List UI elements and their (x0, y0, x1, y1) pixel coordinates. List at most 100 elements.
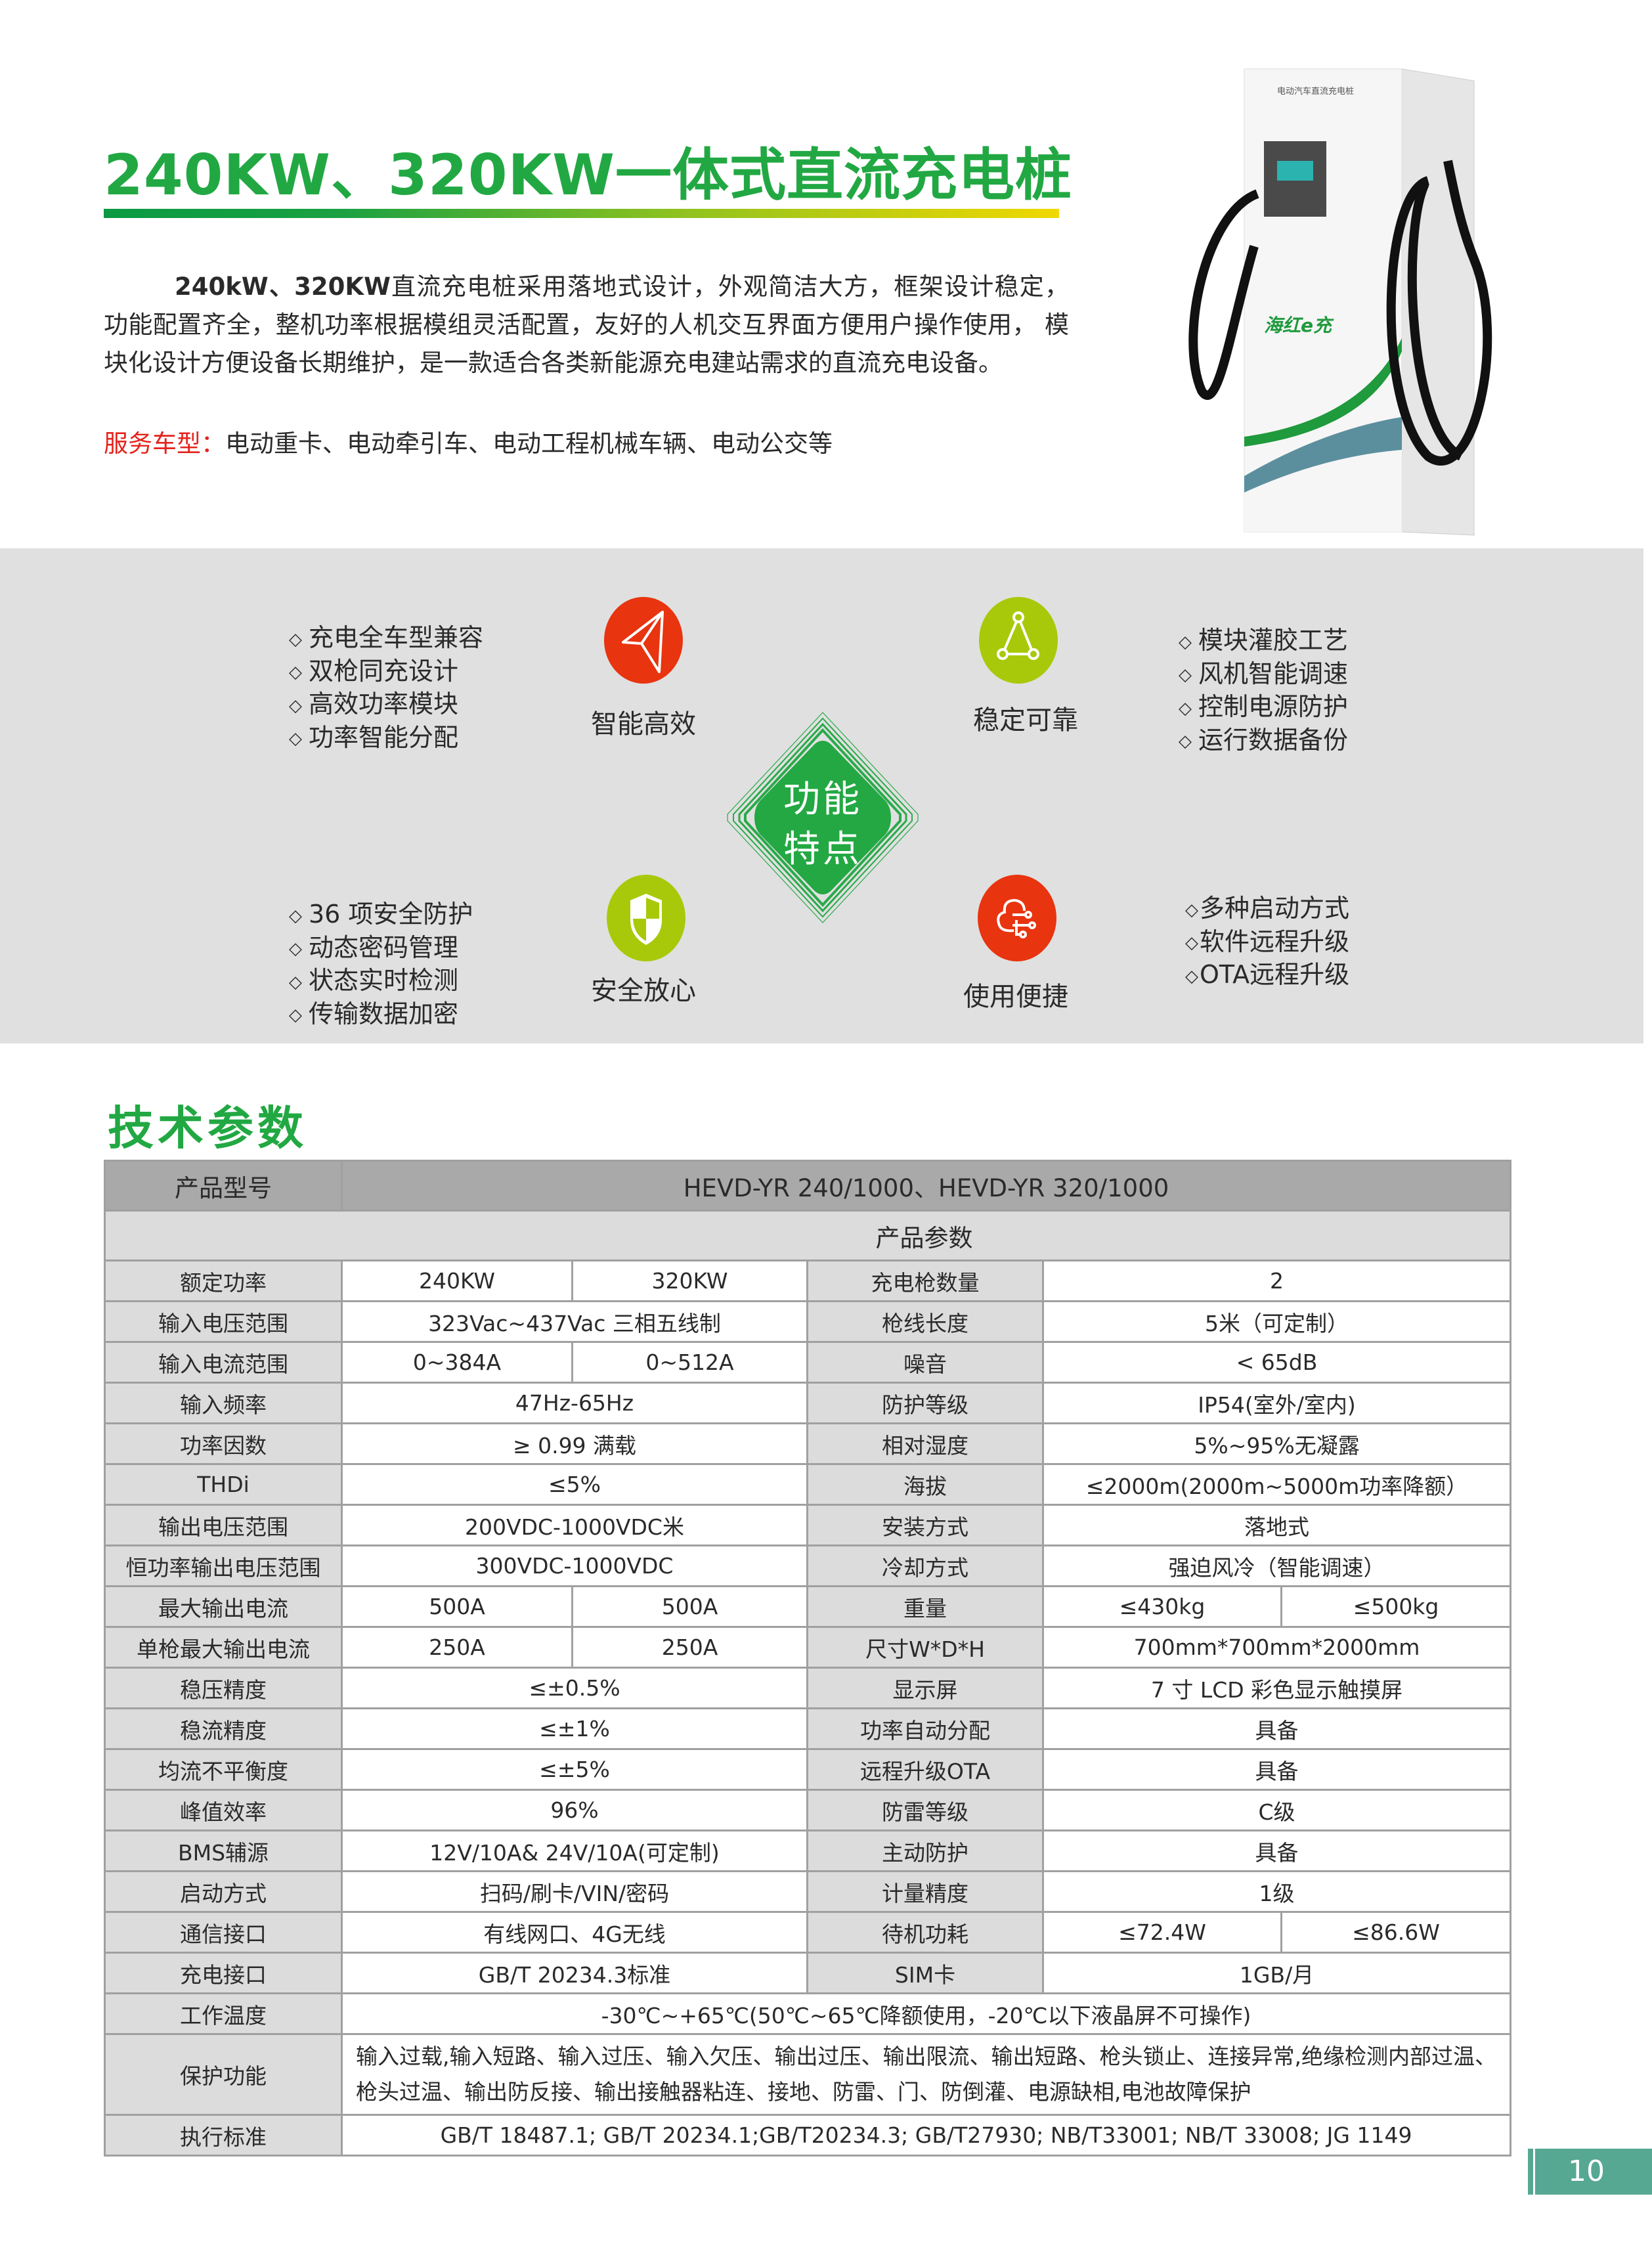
feature-item: 运行数据备份 (1198, 725, 1349, 755)
spec-value: 具备 (1041, 1830, 1512, 1872)
spec-row: 稳压精度 ≤±0.5% 显示屏 7 寸 LCD 彩色显示触摸屏 (104, 1667, 1512, 1709)
spec-row: 输入电压范围 323Vac~437Vac 三相五线制 枪线长度 5米（可定制） (104, 1300, 1512, 1343)
spec-row: 输出电压范围 200VDC-1000VDC米 安装方式 落地式 (104, 1504, 1512, 1546)
spec-label: 显示屏 (806, 1667, 1044, 1709)
spec-value: 有线网口、4G无线 (341, 1911, 808, 1954)
spec-label: THDi (104, 1463, 343, 1506)
spec-value: 2 (1041, 1260, 1512, 1302)
feature-item: 充电全车型兼容 (309, 623, 484, 652)
feature-item: 模块灌胶工艺 (1198, 626, 1349, 655)
feature-item: 双枪同充设计 (309, 656, 459, 686)
spec-value: 500A (341, 1585, 573, 1628)
spec-value: 12V/10A& 24V/10A(可定制) (341, 1830, 808, 1872)
feature-item: 控制电源防护 (1198, 692, 1349, 721)
feature-title-safe: 安全放心 (591, 976, 696, 1006)
spec-label: 防雷等级 (806, 1789, 1044, 1831)
spec-value: ≥ 0.99 满载 (341, 1422, 808, 1465)
spec-table: 产品型号 HEVD-YR 240/1000、HEVD-YR 320/1000 产… (103, 1160, 1512, 2157)
model-row: 产品型号 HEVD-YR 240/1000、HEVD-YR 320/1000 (104, 1160, 1512, 1212)
spec-value: ≤±1% (341, 1707, 808, 1750)
spec-label: 主动防护 (806, 1830, 1044, 1872)
spec-label: 尺寸W*D*H (806, 1626, 1044, 1669)
feature-item: 传输数据加密 (309, 999, 459, 1028)
spec-row: 启动方式 扫码/刷卡/VIN/密码 计量精度 1级 (104, 1870, 1512, 1913)
spec-value: 输入过载,输入短路、输入过压、输入欠压、输出过压、输出限流、输出短路、枪头锁止、… (340, 2033, 1512, 2116)
spec-label: 执行标准 (104, 2114, 343, 2157)
spec-row: 工作温度 -30℃~+65℃(50℃~65℃降额使用，-20℃以下液晶屏不可操作) (104, 1992, 1512, 2035)
paper-plane-icon (604, 597, 683, 684)
spec-value: 具备 (1041, 1707, 1512, 1750)
spec-value: GB/T 18487.1; GB/T 20234.1;GB/T20234.3; … (340, 2114, 1512, 2157)
feature-list-convenient: ◇多种启动方式 ◇软件远程升级 ◇OTA远程升级 (1185, 894, 1350, 989)
specs-heading: 技术参数 (108, 1101, 307, 1155)
spec-label: 均流不平衡度 (104, 1748, 343, 1791)
feature-item: 高效功率模块 (309, 690, 459, 718)
spec-label: 安装方式 (806, 1504, 1044, 1546)
spec-value: ≤500kg (1280, 1585, 1512, 1628)
model-label: 产品型号 (104, 1160, 343, 1212)
spec-label: 充电枪数量 (806, 1260, 1044, 1302)
spec-label: 峰值效率 (104, 1789, 343, 1831)
spec-value: 0~384A (341, 1341, 573, 1384)
spec-value: 扫码/刷卡/VIN/密码 (341, 1870, 808, 1913)
spec-value: ≤72.4W (1042, 1911, 1282, 1954)
spec-label: 功率自动分配 (806, 1707, 1044, 1750)
spec-value: 强迫风冷（智能调速） (1041, 1545, 1512, 1587)
spec-value: 240KW (341, 1260, 573, 1302)
feature-item: 多种启动方式 (1200, 894, 1350, 923)
spec-value: 300VDC-1000VDC (341, 1545, 808, 1587)
cloud-network-icon (978, 875, 1056, 961)
spec-label: 通信接口 (104, 1911, 343, 1954)
spec-value: 落地式 (1041, 1504, 1512, 1546)
spec-row: 恒功率输出电压范围 300VDC-1000VDC 冷却方式 强迫风冷（智能调速） (104, 1545, 1512, 1587)
spec-value: ≤2000m(2000m~5000m功率降额） (1041, 1463, 1512, 1506)
feature-title-convenient: 使用便捷 (963, 982, 1068, 1012)
spec-row: 充电接口 GB/T 20234.3标准 SIM卡 1GB/月 (104, 1952, 1512, 1994)
service-vehicles: 服务车型：电动重卡、电动牵引车、电动工程机械车辆、电动公交等 (104, 424, 833, 459)
spec-label: 重量 (806, 1585, 1044, 1628)
spec-row: 保护功能 输入过载,输入短路、输入过压、输入欠压、输出过压、输出限流、输出短路、枪… (104, 2033, 1512, 2116)
spec-label: 输入电流范围 (104, 1341, 343, 1384)
spec-label: 海拔 (806, 1463, 1044, 1506)
spec-label: 工作温度 (104, 1992, 343, 2035)
page-title: 240KW、320KW一体式直流充电桩 (104, 142, 1073, 208)
shield-icon (607, 875, 685, 961)
spec-label: 启动方式 (104, 1870, 343, 1913)
spec-row: 均流不平衡度 ≤±5% 远程升级OTA 具备 (104, 1748, 1512, 1791)
spec-value: 200VDC-1000VDC米 (341, 1504, 808, 1546)
intro-paragraph: 240kW、320KW直流充电桩采用落地式设计，外观简洁大方，框架设计稳定，功能… (104, 268, 1069, 382)
spec-value: 5%~95%无凝露 (1041, 1422, 1512, 1465)
feature-item: 软件远程升级 (1200, 927, 1350, 956)
spec-row: 执行标准 GB/T 18487.1; GB/T 20234.1;GB/T20234… (104, 2114, 1512, 2157)
feature-item: 风机智能调速 (1198, 659, 1349, 688)
spec-label: 输入频率 (104, 1382, 343, 1424)
title-gradient-bar (104, 209, 1059, 218)
spec-label: 防护等级 (806, 1382, 1044, 1424)
spec-row: 输入电流范围 0~384A 0~512A 噪音 < 65dB (104, 1341, 1512, 1384)
group-row: 产品参数 (103, 1210, 1512, 1261)
spec-label: 冷却方式 (806, 1545, 1044, 1587)
network-triangle-icon (979, 597, 1058, 684)
feature-list-safe: ◇ 36 项安全防护 ◇ 动态密码管理 ◇ 状态实时检测 ◇ 传输数据加密 (289, 900, 473, 1028)
spec-value: 具备 (1041, 1748, 1512, 1791)
feature-list-efficient: ◇ 充电全车型兼容 ◇ 双枪同充设计 ◇ 高效功率模块 ◇ 功率智能分配 (289, 623, 484, 752)
spec-value: 47Hz-65Hz (341, 1382, 808, 1424)
group-label: 产品参数 (103, 1210, 1512, 1261)
spec-label: 枪线长度 (806, 1300, 1044, 1343)
feature-item: 动态密码管理 (309, 932, 459, 962)
spec-row: 稳流精度 ≤±1% 功率自动分配 具备 (104, 1707, 1512, 1750)
spec-label: 保护功能 (104, 2033, 343, 2116)
feature-item: OTA远程升级 (1200, 960, 1350, 989)
page-number-tab: 10 (1528, 2149, 1652, 2195)
spec-value: 7 寸 LCD 彩色显示触摸屏 (1041, 1667, 1512, 1709)
spec-row: 峰值效率 96% 防雷等级 C级 (104, 1789, 1512, 1831)
spec-label: 计量精度 (806, 1870, 1044, 1913)
feature-item: 36 项安全防护 (309, 900, 473, 929)
spec-value: 700mm*700mm*2000mm (1041, 1626, 1512, 1669)
spec-label: 充电接口 (104, 1952, 343, 1994)
charger-brand-logo: 海红e充 (1264, 315, 1334, 336)
spec-label: 相对湿度 (806, 1422, 1044, 1465)
spec-value: 96% (341, 1789, 808, 1831)
spec-value: GB/T 20234.3标准 (341, 1952, 808, 1994)
feature-list-reliable: ◇ 模块灌胶工艺 ◇ 风机智能调速 ◇ 控制电源防护 ◇ 运行数据备份 (1179, 626, 1349, 755)
